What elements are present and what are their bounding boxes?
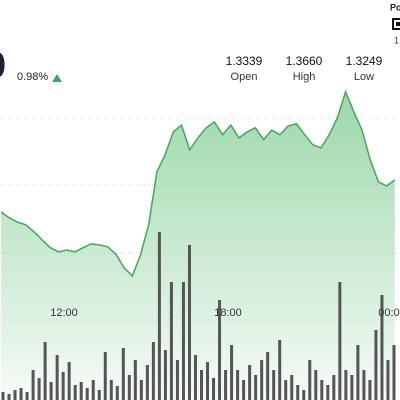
volume-bar xyxy=(230,345,234,400)
volume-bar xyxy=(296,385,300,400)
volume-bar xyxy=(193,355,197,400)
volume-bar xyxy=(85,388,89,400)
volume-bar xyxy=(139,380,143,400)
volume-bar xyxy=(242,380,246,400)
stat-label: High xyxy=(293,71,316,83)
volume-bar xyxy=(103,352,107,400)
corner-text: Po xyxy=(390,2,400,12)
x-tick-label: 18:00 xyxy=(214,307,242,319)
volume-bar xyxy=(392,345,396,400)
volume-bar xyxy=(356,345,360,400)
volume-bar xyxy=(169,282,173,400)
volume-bar xyxy=(67,362,71,400)
volume-bar xyxy=(151,342,155,400)
volume-bar xyxy=(350,375,354,400)
stat-value: 1.3339 xyxy=(226,54,263,68)
area-fill xyxy=(1,91,395,400)
volume-bar xyxy=(386,360,390,400)
volume-bar xyxy=(236,370,240,400)
volume-bar xyxy=(206,362,210,400)
volume-bar xyxy=(91,380,95,400)
area-layer xyxy=(0,89,396,400)
plot: 12:00 18:00 00:00 xyxy=(0,89,400,400)
volume-bar xyxy=(344,370,348,400)
volume-bar xyxy=(25,392,29,400)
volume-bar xyxy=(145,365,149,400)
volume-bar xyxy=(157,232,161,400)
volume-bar xyxy=(187,245,191,400)
volume-bar xyxy=(97,390,101,400)
volume-bar xyxy=(163,350,167,400)
volume-bar xyxy=(224,370,228,400)
volume-bar xyxy=(320,380,324,400)
volume-bar xyxy=(302,390,306,400)
volume-bar xyxy=(37,378,41,400)
volume-bar xyxy=(200,370,204,400)
x-tick-label: 00:00 xyxy=(378,307,400,319)
volume-bar xyxy=(254,375,258,400)
volume-bar xyxy=(121,348,125,400)
volume-bar xyxy=(133,360,137,400)
volume-bar xyxy=(218,300,222,400)
volume-bar xyxy=(308,360,312,400)
volume-bar xyxy=(13,390,17,400)
x-tick-label: 12:00 xyxy=(50,307,78,319)
volume-bar xyxy=(278,340,282,400)
volume-bar xyxy=(314,370,318,400)
stat-value: 1.3660 xyxy=(286,54,323,68)
volume-bar xyxy=(362,370,366,400)
volume-bar xyxy=(380,295,384,400)
volume-bar xyxy=(49,382,53,400)
volume-bar xyxy=(175,360,179,400)
volume-bar xyxy=(290,375,294,400)
volume-bar xyxy=(272,370,276,400)
bar-layer xyxy=(1,232,396,400)
volume-bar xyxy=(55,355,59,400)
volume-bar xyxy=(338,282,342,400)
volume-bar xyxy=(266,352,270,400)
stat-label: Low xyxy=(354,71,374,83)
corner-sub: 1 xyxy=(394,35,399,45)
volume-bar xyxy=(260,360,264,400)
price-line xyxy=(0,89,396,278)
volume-bar xyxy=(332,375,336,400)
volume-bar xyxy=(326,385,330,400)
volume-bar xyxy=(212,378,216,400)
volume-bar xyxy=(1,392,5,400)
label-layer: 12:00 18:00 00:00 xyxy=(50,307,400,319)
volume-bar xyxy=(79,382,83,400)
stat-value: 1.3249 xyxy=(346,54,383,68)
volume-bar xyxy=(127,375,131,400)
volume-bar xyxy=(73,385,77,400)
up-arrow xyxy=(52,74,62,82)
volume-bar xyxy=(7,394,11,400)
volume-bar xyxy=(368,380,372,400)
volume-bar xyxy=(181,282,185,400)
volume-bar xyxy=(284,380,288,400)
volume-bar xyxy=(109,380,113,400)
volume-bar xyxy=(248,365,252,400)
volume-bar xyxy=(115,386,119,400)
volume-bar xyxy=(19,388,23,400)
change: 0.98% xyxy=(17,71,48,83)
volume-bar xyxy=(43,342,47,400)
volume-bar xyxy=(61,372,65,400)
volume-bar xyxy=(374,330,378,400)
volume-bar xyxy=(31,370,35,400)
logo xyxy=(392,18,400,30)
price-fragment: 0 xyxy=(0,45,6,86)
stat-label: Open xyxy=(231,71,258,83)
